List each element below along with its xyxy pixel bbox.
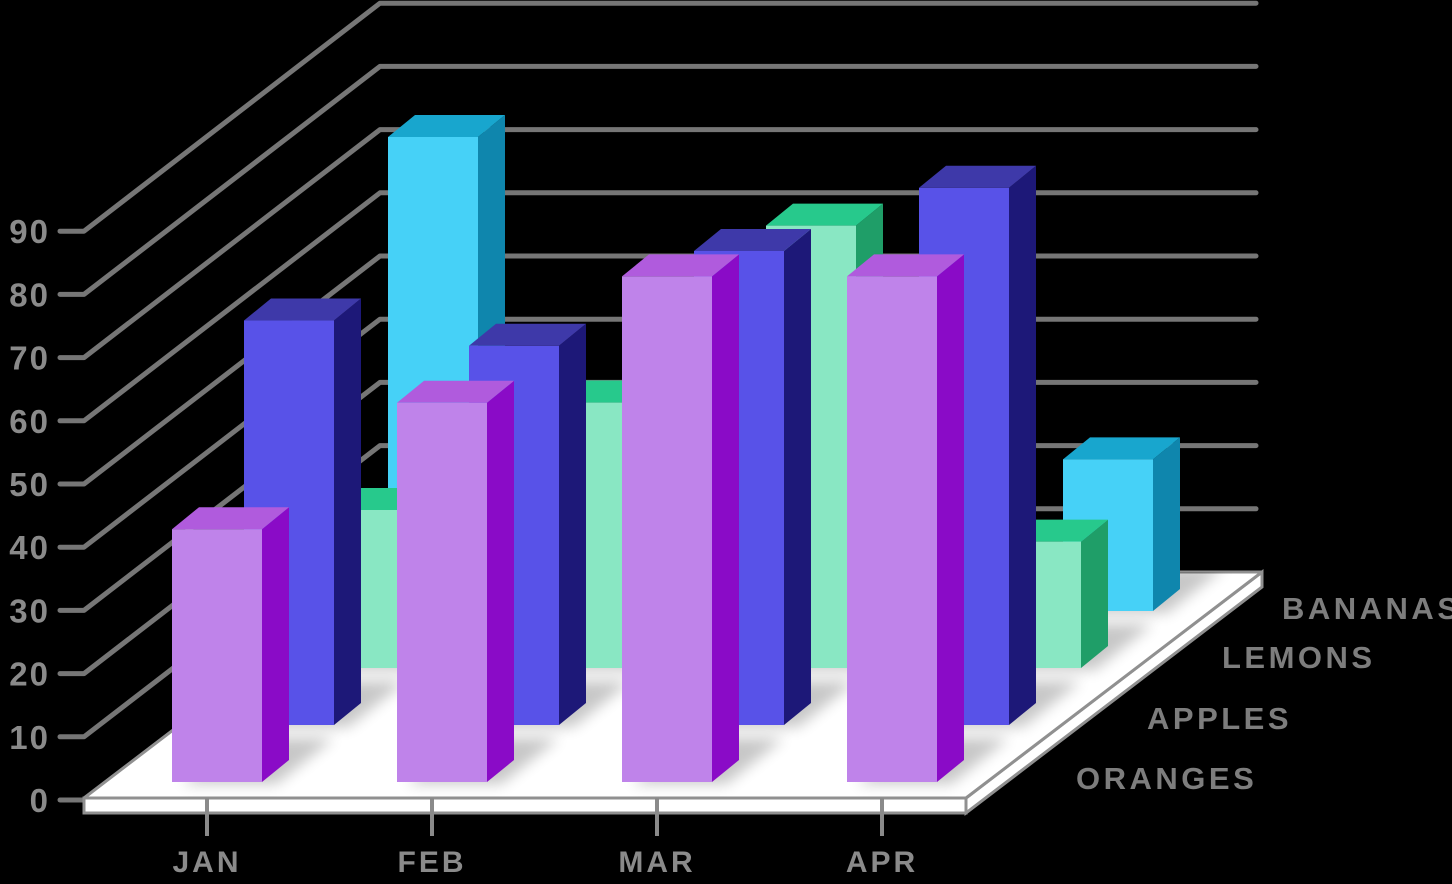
bar-side-face [1009,165,1036,726]
bar-side-face [784,229,811,725]
bar-top-face [172,507,289,530]
series-label-bananas: BANANAS [1282,591,1452,626]
bar-oranges-jan[interactable] [172,507,289,782]
bar-top-face [622,254,739,277]
bar-front-face [397,402,487,782]
series-label-lemons: LEMONS [1222,640,1376,675]
bar-top-face [694,229,811,251]
series-label-oranges: ORANGES [1076,761,1257,796]
month-label-mar: MAR [618,846,695,879]
bar-side-face [1153,437,1180,611]
bars [172,115,1180,782]
bar-side-face [487,380,514,782]
bar-top-face [847,254,964,277]
y-tick-label-40: 40 [9,529,50,566]
gridline-60 [57,190,1259,424]
bar-side-face [712,254,739,782]
bar-side-face [559,323,586,725]
y-tick-label-80: 80 [9,276,50,313]
month-label-jan: JAN [172,846,241,879]
series-label-apples: APPLES [1147,701,1292,736]
month-label-feb: FEB [398,846,467,879]
bar-top-face [1063,437,1180,460]
y-tick-label-70: 70 [9,340,50,377]
bar-top-face [766,203,883,226]
month-label-apr: APR [846,846,918,879]
bar-side-face [1081,519,1108,668]
y-tick-label-0: 0 [30,782,50,819]
y-tick-label-60: 60 [9,403,50,440]
gridlines [57,0,1259,803]
bar-oranges-feb[interactable] [397,380,514,782]
bar-side-face [334,298,361,725]
bar-top-face [469,323,586,346]
bar-side-face [262,507,289,782]
gridline-70 [57,127,1259,361]
bar-top-face [244,298,361,321]
bar-top-face [397,380,514,403]
y-tick-label-30: 30 [9,592,50,629]
y-tick-label-50: 50 [9,466,50,503]
y-tick-label-20: 20 [9,656,50,693]
bar-oranges-mar[interactable] [622,254,739,782]
bar-side-face [937,254,964,782]
y-tick-label-90: 90 [9,213,50,250]
axis-labels: 0 10 20 30 40 50 60 70 80 90 JAN FEB MAR APR ORANGES AP… [9,213,1452,879]
y-tick-label-10: 10 [9,719,50,756]
bar-front-face [172,529,262,782]
gridline-90 [57,0,1259,234]
bar-oranges-apr[interactable] [847,254,964,782]
bar-top-face [388,115,505,137]
bar-front-face [622,276,712,782]
floor-front-edge [82,796,968,815]
bar-front-face [847,276,937,782]
gridline-80 [57,63,1259,297]
bar-top-face [919,165,1036,188]
